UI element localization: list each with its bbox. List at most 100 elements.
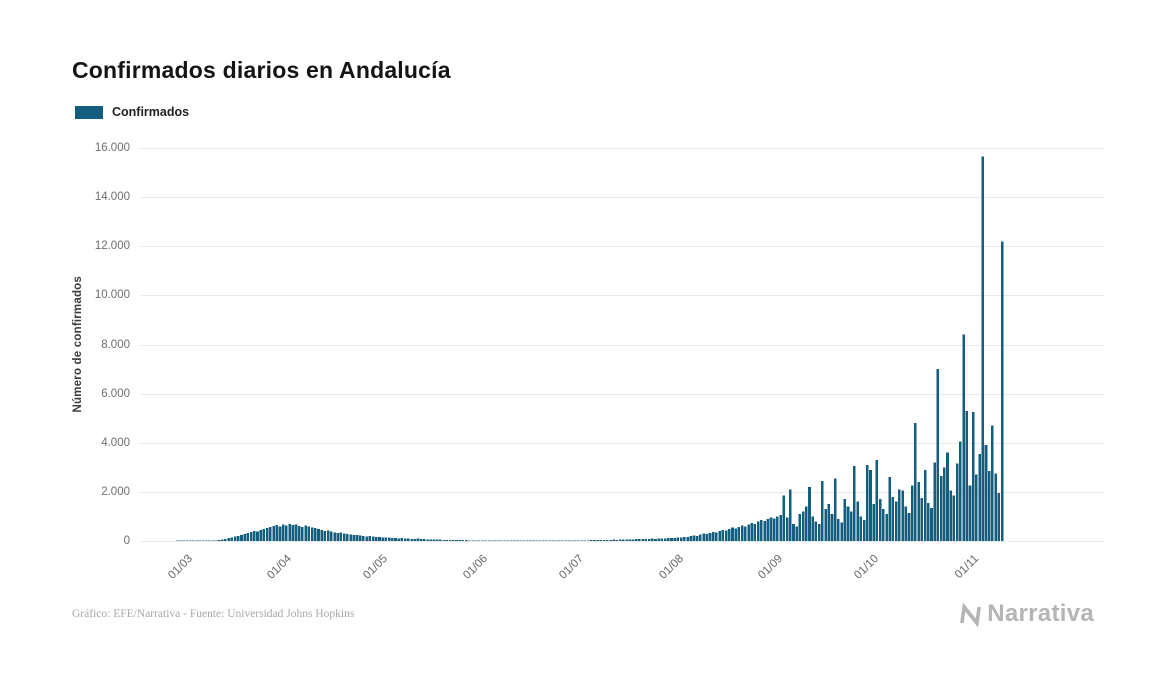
bar [971, 412, 975, 541]
bar [288, 523, 291, 541]
bar [532, 540, 535, 541]
bar [413, 538, 417, 541]
bar [731, 527, 734, 541]
bar [615, 539, 619, 541]
bar [371, 536, 375, 541]
bar [593, 540, 596, 541]
bar [708, 532, 712, 541]
bar [448, 539, 452, 541]
bar [567, 540, 571, 541]
bar [650, 538, 654, 541]
bar [471, 540, 474, 541]
bar [442, 539, 445, 541]
bar [904, 506, 908, 541]
y-tick-label: 16.000 [94, 142, 130, 154]
bar [496, 540, 500, 541]
bar [561, 540, 564, 541]
y-tick-label: 12.000 [94, 240, 130, 253]
bar [821, 480, 824, 541]
bar [625, 539, 628, 541]
bar [512, 540, 516, 541]
bar [265, 527, 269, 541]
bar [882, 509, 885, 541]
bar [872, 504, 875, 541]
bar [811, 516, 815, 541]
x-tick-label: 01/03 [165, 552, 195, 582]
bar [926, 502, 930, 541]
bar [301, 526, 304, 541]
bar [962, 334, 965, 541]
bar [410, 538, 413, 541]
x-tick-label: 01/10 [852, 552, 882, 582]
bar [455, 540, 458, 541]
bar [724, 530, 728, 541]
bar [500, 540, 503, 541]
bar [943, 467, 946, 541]
bar [262, 528, 266, 541]
bar [487, 540, 490, 541]
bar [830, 513, 834, 541]
bar [888, 477, 892, 541]
bar [233, 536, 237, 541]
bar [683, 536, 686, 541]
bar [975, 474, 978, 541]
bar [840, 522, 843, 541]
bar [894, 501, 898, 541]
bar [859, 516, 863, 541]
bar [387, 537, 391, 541]
bar [304, 525, 307, 541]
bar [920, 498, 924, 541]
bar [294, 524, 298, 541]
bar [609, 539, 612, 541]
bar [323, 531, 327, 541]
bar [968, 485, 972, 541]
x-tick-label: 01/06 [461, 552, 490, 582]
bar [785, 517, 789, 541]
bar [878, 499, 882, 541]
bar [272, 526, 275, 541]
bar [923, 469, 927, 541]
legend-label: Confirmados [112, 105, 190, 119]
x-tick-label: 01/07 [557, 552, 587, 582]
bar [314, 528, 317, 541]
bar [516, 540, 519, 541]
bar [182, 540, 185, 541]
bar [435, 539, 439, 541]
bar [384, 537, 388, 541]
bar [901, 490, 904, 541]
bar [310, 527, 314, 541]
bar [236, 535, 240, 541]
bar [317, 529, 320, 541]
bar [843, 499, 847, 541]
bar [339, 532, 343, 541]
bar [792, 523, 795, 541]
bar [715, 532, 718, 541]
bar [939, 475, 943, 541]
bar [285, 525, 288, 541]
bar [670, 538, 673, 541]
bar [753, 523, 757, 541]
bar [333, 532, 336, 541]
bar [204, 540, 208, 541]
y-tick-label: 10.000 [94, 289, 130, 302]
bar [747, 524, 750, 541]
bar [342, 533, 346, 541]
bar [256, 531, 259, 541]
bar [740, 525, 744, 541]
bar [692, 535, 696, 541]
bar [930, 507, 933, 541]
bar [699, 534, 702, 541]
bar [663, 538, 667, 541]
bar [644, 538, 648, 541]
bar [374, 536, 378, 541]
bar [866, 464, 869, 541]
bar [763, 521, 766, 541]
bar [837, 518, 840, 541]
bar [978, 453, 981, 541]
bar [891, 496, 895, 541]
bar [445, 539, 449, 541]
bar [994, 473, 997, 541]
legend-swatch [75, 105, 103, 119]
bar [686, 537, 689, 541]
